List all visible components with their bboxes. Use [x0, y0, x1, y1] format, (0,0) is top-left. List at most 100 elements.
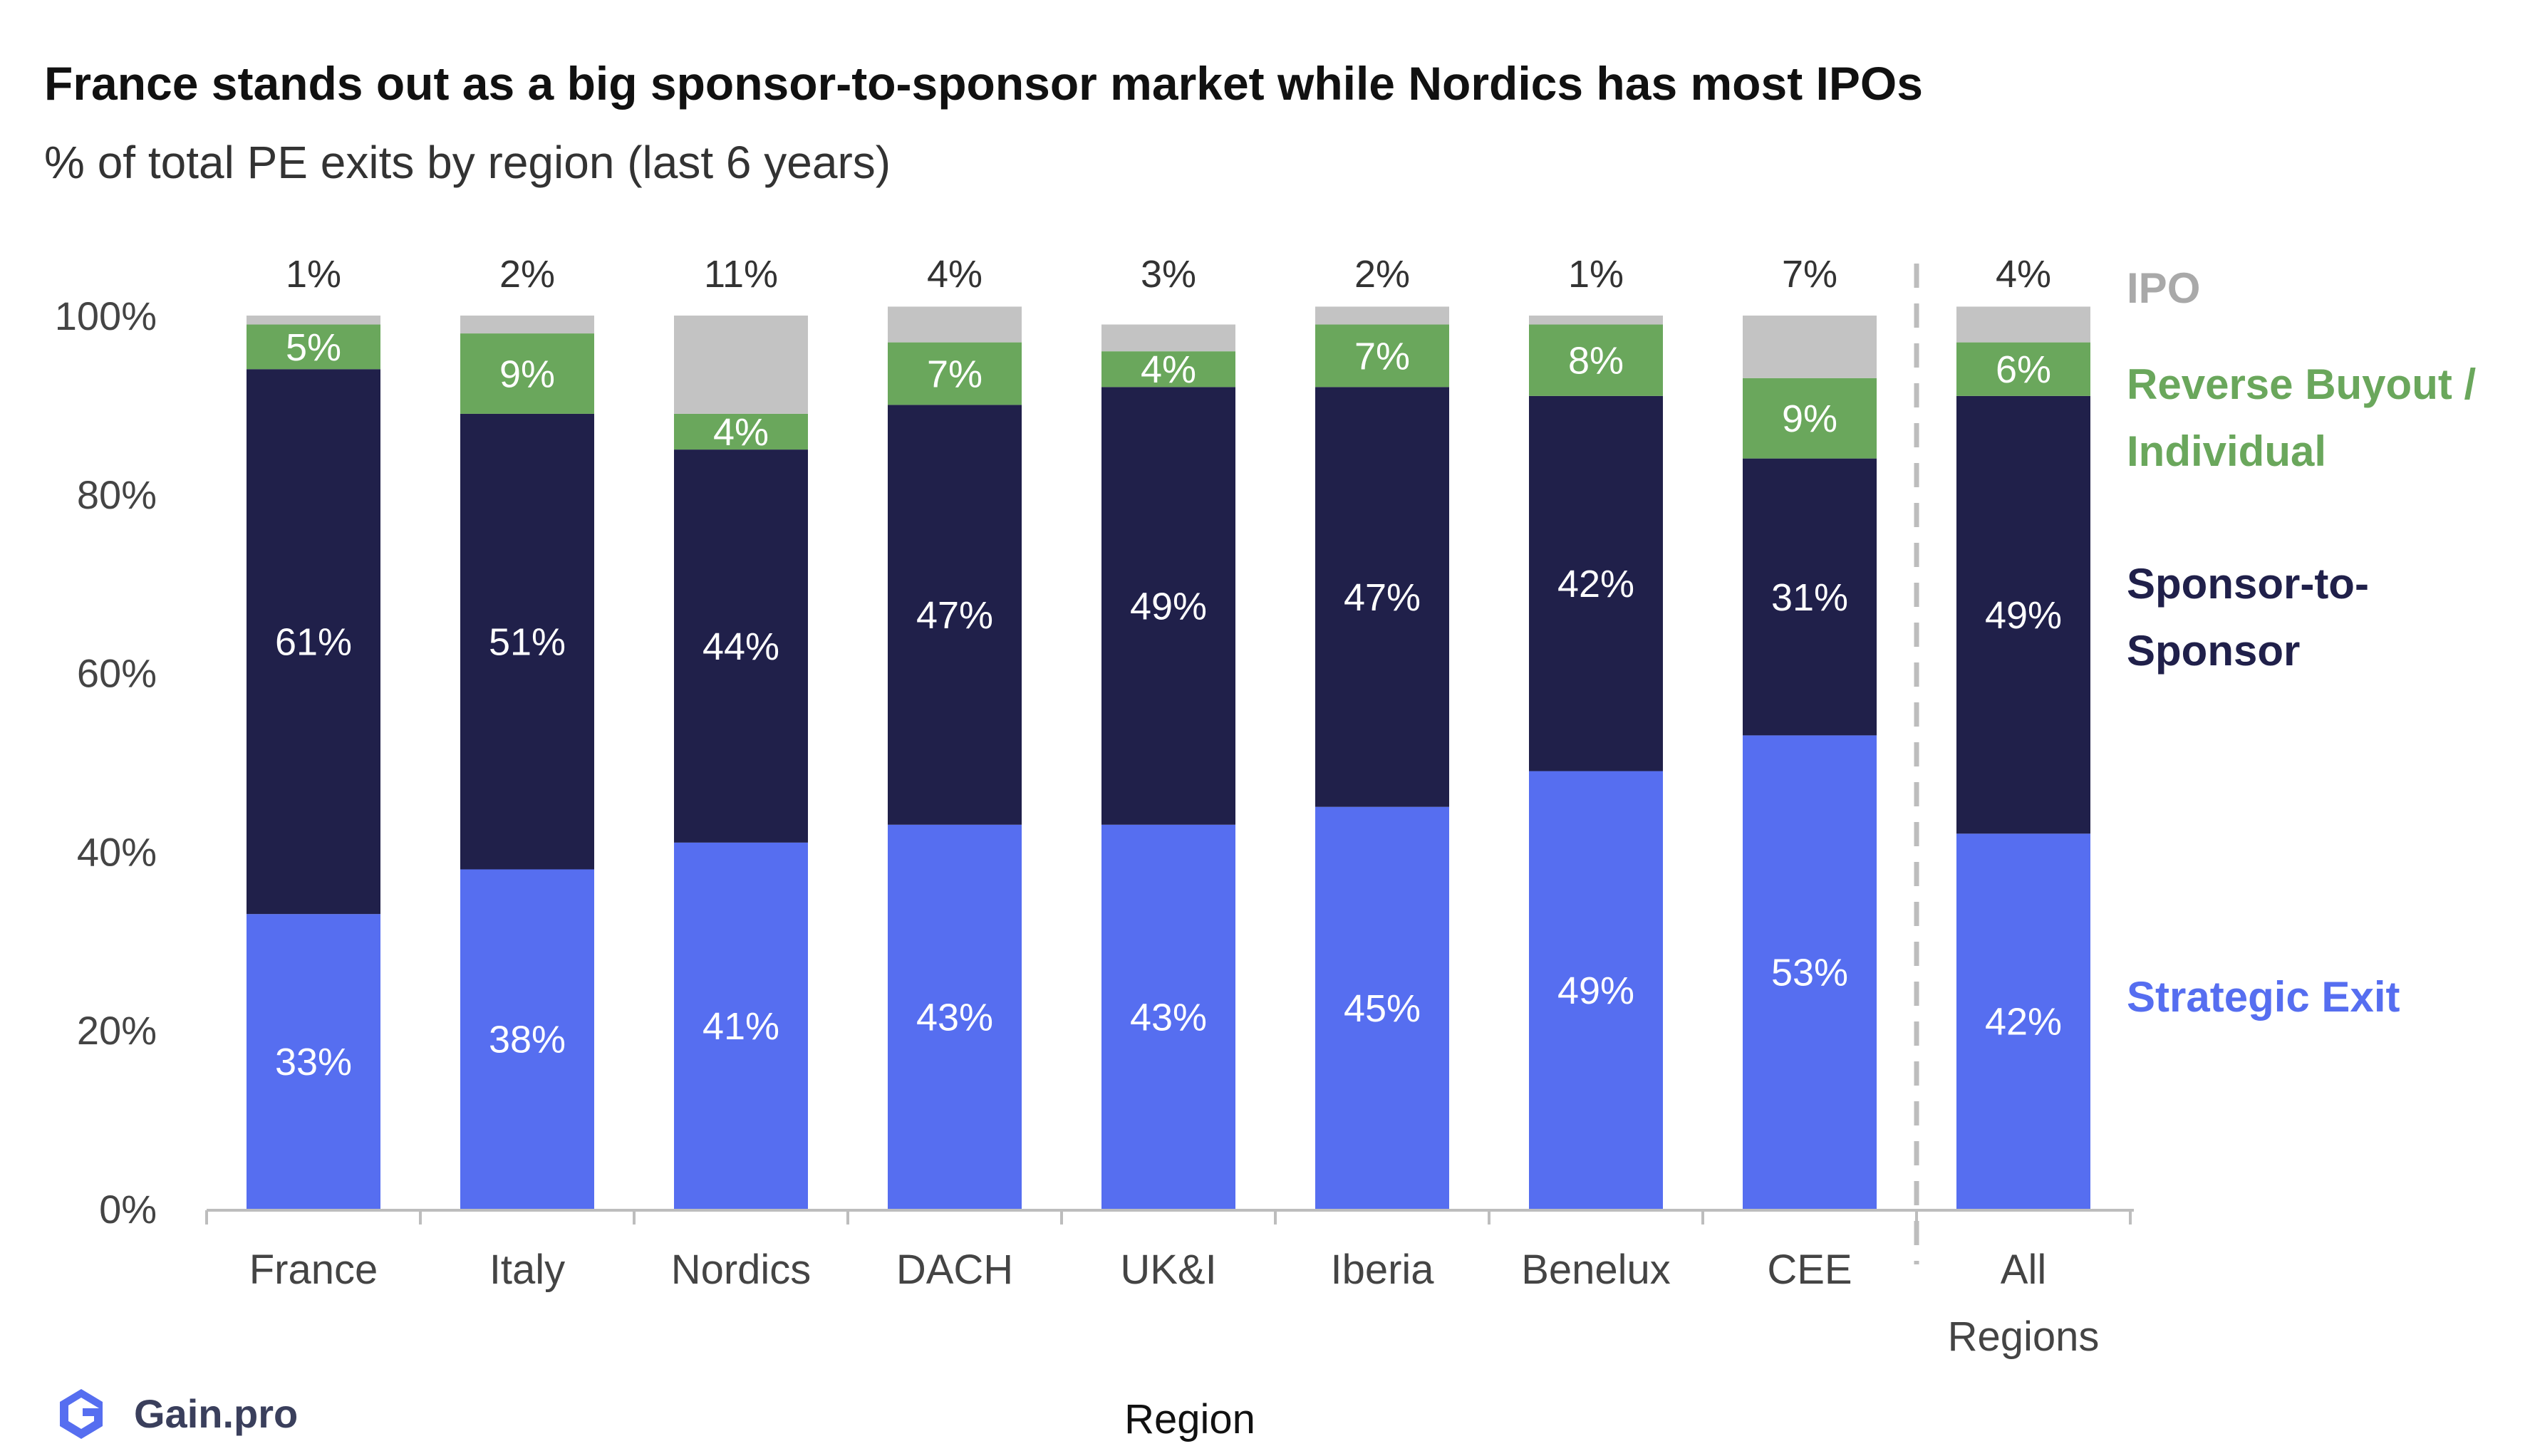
y-tick-label: 20% [77, 1008, 157, 1053]
bar-segment [1101, 324, 1235, 352]
bar-stack: 41% 44% 4% 11% [674, 253, 808, 1209]
bar-stack: 49% 42% 8% 1% [1529, 253, 1663, 1209]
bar-segment [1743, 458, 1877, 736]
bar-segment [1956, 395, 2090, 834]
x-axis-title: Region [1124, 1396, 1255, 1442]
data-label: 43% [916, 996, 993, 1039]
data-label: 31% [1771, 576, 1848, 619]
bar-segment [247, 324, 380, 370]
data-label: 51% [489, 621, 566, 664]
bar-segment [1529, 324, 1663, 396]
y-tick-label: 40% [77, 829, 157, 874]
data-label: 6% [1996, 348, 2051, 391]
bar-segment [247, 369, 380, 915]
bar-stack: 45% 47% 7% 2% [1315, 253, 1449, 1209]
data-label: 41% [702, 1005, 779, 1048]
data-label: 49% [1557, 969, 1634, 1012]
bar-segment [888, 824, 1022, 1209]
bar-segment [674, 449, 808, 843]
data-label: 9% [1782, 397, 1837, 440]
bar-segment [460, 316, 594, 334]
data-label: 1% [1568, 253, 1624, 296]
bar-stack: 33% 61% 5% 1% [247, 253, 380, 1209]
bar-segment [460, 413, 594, 870]
data-label: 4% [1996, 253, 2051, 296]
data-label: 3% [1141, 253, 1196, 296]
bar-segment [1315, 324, 1449, 388]
data-label: 7% [927, 353, 982, 396]
bar-segment [1743, 316, 1877, 378]
data-label: 61% [275, 621, 352, 664]
bar-segment [888, 306, 1022, 343]
bar-stack: 43% 47% 7% 4% [888, 253, 1022, 1209]
data-label: 43% [1130, 996, 1207, 1039]
bar-segment [1529, 395, 1663, 771]
bar-segment [1101, 351, 1235, 388]
data-label: 42% [1557, 563, 1634, 605]
y-tick-label: 60% [77, 651, 157, 696]
x-tick-label: Iberia [1330, 1247, 1434, 1293]
bar-segment [1743, 735, 1877, 1209]
bar-segment [460, 333, 594, 414]
chart-subtitle: % of total PE exits by region (last 6 ye… [44, 137, 891, 188]
x-axis: France Italy Nordics DACH UK&I Iberia Benelux C… [205, 264, 2134, 1360]
x-tick-label: UK&I [1120, 1247, 1216, 1293]
bar-segment [674, 413, 808, 450]
bar-segment [1315, 306, 1449, 325]
data-label: 49% [1985, 594, 2062, 637]
data-label: 33% [275, 1041, 352, 1083]
legend-item: IPO [2127, 264, 2200, 312]
bar-stack: 43% 49% 4% 3% [1101, 253, 1235, 1209]
x-tick-label: All Regions [1948, 1247, 2100, 1360]
bar-segment [1101, 824, 1235, 1209]
data-label: 47% [1344, 576, 1421, 619]
bar-segment [1529, 316, 1663, 325]
x-tick-label: CEE [1767, 1247, 1852, 1293]
bar-segment [674, 842, 808, 1209]
data-label: 45% [1344, 987, 1421, 1030]
data-label: 5% [286, 326, 341, 369]
data-label: 11% [704, 253, 778, 296]
x-tick-label: France [249, 1247, 378, 1293]
bar-segment [674, 316, 808, 414]
bar-segment [888, 405, 1022, 825]
data-label: 4% [713, 411, 769, 454]
legend-item: Sponsor-to-Sponsor [2127, 560, 2369, 675]
bar-segment [460, 869, 594, 1209]
y-tick-label: 100% [55, 293, 157, 338]
bar-segment [247, 914, 380, 1209]
bar-segment [247, 316, 380, 325]
data-label: 1% [286, 253, 341, 296]
bar-segment [1529, 771, 1663, 1209]
data-label: 9% [499, 353, 555, 396]
data-label: 2% [499, 253, 555, 296]
legend-item: Reverse Buyout / Individual [2127, 360, 2476, 475]
bar-stack: 53% 31% 9% 7% [1743, 253, 1877, 1209]
y-axis: 0% 20% 40% 60% 80% 100% [55, 293, 157, 1232]
data-label: 47% [916, 594, 993, 637]
bar-segment [1956, 833, 2090, 1209]
x-tick-label: Italy [489, 1247, 565, 1293]
data-label: 4% [1141, 348, 1196, 391]
bar-segment [1743, 378, 1877, 459]
bar-segment [1956, 306, 2090, 343]
legend-item: Strategic Exit [2127, 973, 2400, 1021]
y-tick-label: 80% [77, 472, 157, 517]
y-tick-label: 0% [99, 1187, 157, 1232]
gain-pro-logo-text: Gain.pro [134, 1391, 298, 1436]
x-tick-label: DACH [896, 1247, 1013, 1293]
data-label: 42% [1985, 1001, 2062, 1044]
x-tick-label: Benelux [1521, 1247, 1671, 1293]
bar-segment [1956, 342, 2090, 396]
data-label: 38% [489, 1019, 566, 1061]
data-label: 44% [702, 625, 779, 668]
bars-group: 33%61%5%1%38%51%9%2%41%44%4%11%43%47%7%4… [247, 253, 2090, 1209]
gain-pro-logo: Gain.pro [60, 1389, 298, 1439]
data-label: 7% [1354, 335, 1410, 378]
data-label: 4% [927, 253, 982, 296]
legend: IPO Reverse Buyout / Individual Sponsor-to-… [2127, 264, 2476, 1021]
x-tick-label: Nordics [671, 1247, 812, 1293]
bar-segment [888, 342, 1022, 405]
bar-segment [1315, 387, 1449, 807]
